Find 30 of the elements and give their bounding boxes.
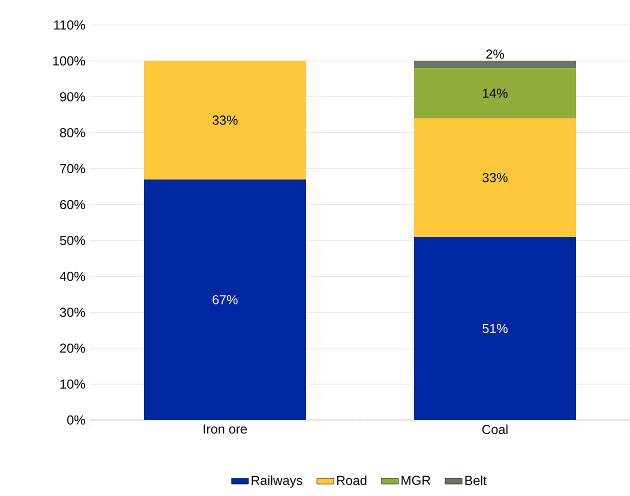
y-tick-label: 0%	[67, 415, 85, 425]
y-tick-label: 50%	[60, 236, 85, 246]
bar	[414, 68, 576, 118]
y-tick-label: 70%	[60, 164, 85, 174]
data-label: 67%	[212, 295, 238, 304]
y-tick-label: 90%	[60, 92, 85, 102]
x-tick-label: Iron ore	[204, 424, 247, 434]
data-label: 51%	[482, 324, 508, 333]
y-tick-label: 40%	[60, 272, 85, 281]
legend-label: Railways	[252, 476, 302, 488]
x-tick-label: Coal	[482, 424, 508, 434]
y-tick-label: 20%	[60, 344, 85, 353]
legend-label: Road	[337, 476, 366, 486]
bar	[144, 60, 306, 180]
legend-label: Belt	[465, 476, 487, 486]
y-tick-label: 60%	[60, 200, 85, 210]
bar	[144, 179, 306, 420]
bar	[414, 60, 576, 68]
y-tick-label: 100%	[53, 56, 85, 66]
y-tick-label: 30%	[60, 308, 85, 317]
bar	[414, 118, 576, 237]
data-label: 14%	[482, 88, 508, 98]
legend-label: MGR	[402, 476, 430, 485]
data-label: 2%	[486, 50, 504, 59]
data-label: 33%	[482, 173, 508, 182]
bar	[414, 236, 576, 420]
y-tick-label: 80%	[60, 128, 85, 138]
y-tick-label: 10%	[60, 379, 85, 389]
y-tick-label: 110%	[54, 20, 85, 30]
data-label: 33%	[212, 116, 238, 125]
